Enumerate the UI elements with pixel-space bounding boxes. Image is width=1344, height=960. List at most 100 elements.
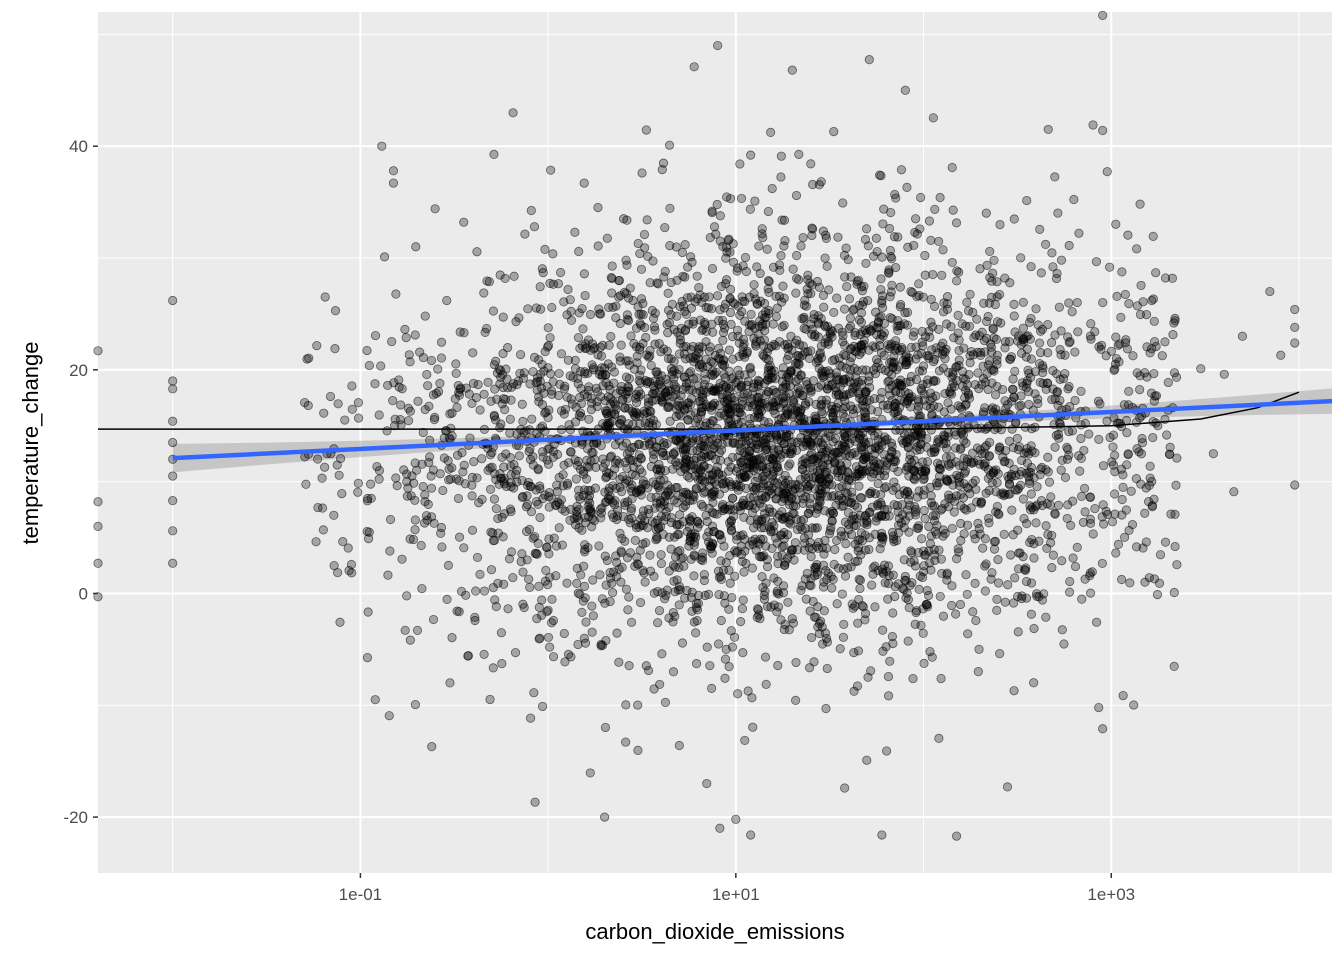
data-point (570, 355, 580, 366)
data-point (883, 594, 893, 604)
data-point (870, 529, 880, 539)
data-point (962, 297, 972, 308)
data-point (675, 335, 686, 345)
data-point (956, 535, 966, 546)
data-point (1140, 508, 1150, 518)
data-point (505, 414, 515, 424)
data-point (405, 357, 415, 367)
data-point (1007, 505, 1017, 515)
data-point (1170, 541, 1180, 552)
data-point (968, 607, 978, 617)
data-point (865, 467, 875, 477)
data-point (700, 486, 710, 497)
data-point (755, 614, 765, 624)
data-point (489, 149, 499, 159)
data-point (534, 355, 544, 365)
data-point (849, 686, 859, 696)
data-point (916, 439, 926, 449)
data-point (735, 159, 745, 169)
data-point (1162, 430, 1172, 440)
data-point (624, 661, 634, 671)
data-point (895, 302, 905, 312)
data-point (435, 378, 445, 388)
data-point (664, 140, 675, 150)
data-point (1076, 386, 1086, 396)
data-point (838, 404, 848, 414)
data-point (624, 386, 634, 396)
data-point (503, 343, 513, 353)
data-point (757, 229, 767, 239)
data-point (937, 270, 947, 280)
data-point (464, 389, 474, 399)
data-point (548, 249, 558, 259)
data-point (311, 537, 321, 547)
data-point (597, 503, 607, 513)
data-point (864, 55, 874, 65)
data-point (774, 260, 785, 270)
data-point (825, 525, 835, 535)
data-point (738, 350, 748, 360)
data-point (395, 415, 405, 425)
data-point (1148, 231, 1158, 241)
data-point (388, 166, 399, 176)
data-point (422, 369, 432, 380)
data-point (656, 347, 666, 357)
data-point (557, 540, 567, 550)
data-point (980, 561, 990, 571)
data-point (727, 592, 737, 603)
data-point (777, 322, 787, 332)
data-point (538, 494, 548, 504)
data-point (773, 576, 783, 586)
data-point (899, 396, 909, 407)
data-point (488, 536, 499, 546)
data-point (1127, 519, 1138, 530)
data-point (953, 310, 963, 320)
data-point (489, 494, 500, 504)
data-point (1122, 428, 1132, 438)
data-point (927, 409, 937, 419)
data-point (622, 553, 633, 563)
data-point (934, 471, 945, 481)
data-point (1026, 578, 1037, 588)
data-point (540, 426, 550, 436)
data-point (456, 586, 467, 596)
data-point (886, 438, 896, 448)
data-point (871, 516, 881, 526)
data-point (918, 546, 929, 556)
data-point (650, 385, 660, 395)
data-point (584, 491, 595, 501)
data-point (467, 472, 477, 482)
data-point (533, 465, 543, 475)
data-point (799, 545, 810, 555)
data-point (600, 598, 610, 608)
data-point (940, 354, 950, 364)
data-point (837, 589, 847, 599)
data-point (635, 248, 645, 259)
data-point (1052, 268, 1062, 279)
data-point (1056, 465, 1066, 475)
data-point (936, 673, 946, 684)
data-point (387, 336, 397, 347)
data-point (1050, 172, 1060, 182)
data-point (427, 742, 437, 752)
data-point (686, 529, 697, 539)
data-point (452, 402, 462, 412)
data-point (724, 565, 734, 575)
data-point (947, 493, 957, 503)
data-point (812, 437, 823, 447)
data-point (580, 593, 590, 603)
data-point (496, 372, 506, 382)
data-point (708, 497, 718, 508)
data-point (702, 778, 712, 789)
data-point (537, 595, 547, 605)
data-point (1000, 597, 1010, 607)
data-point (397, 384, 407, 394)
data-point (944, 502, 954, 512)
data-point (1063, 500, 1073, 510)
data-point (908, 431, 918, 442)
data-point (746, 150, 756, 160)
data-point (798, 456, 808, 466)
data-point (1053, 500, 1064, 510)
data-point (93, 521, 103, 531)
data-point (1290, 304, 1300, 315)
